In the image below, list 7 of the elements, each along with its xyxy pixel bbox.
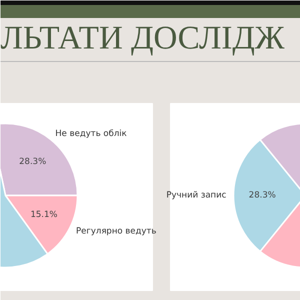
data-label: 15.1% [30,210,58,220]
slice-label: Не ведуть облік [55,128,127,139]
data-label: 28.3% [248,190,276,201]
data-label: 28.3% [19,156,46,167]
chart-title: ЛЬТАТИ ДОСЛІДЖ [0,20,285,56]
slice-label: Ручний запис [166,190,227,201]
slice-label: Регулярно ведуть [76,226,156,237]
